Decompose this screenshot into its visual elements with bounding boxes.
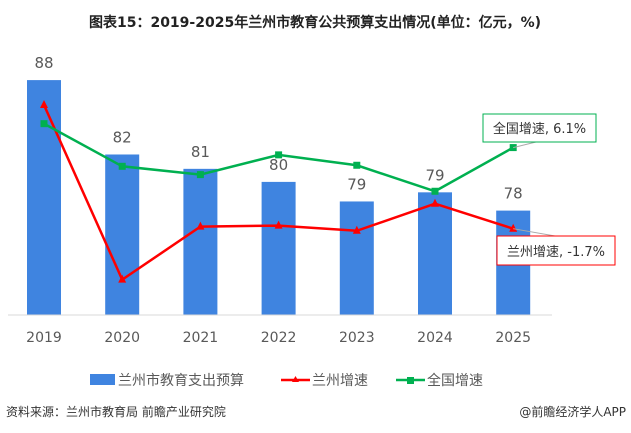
point-兰州增速-2020 xyxy=(118,274,127,283)
bar-label-2023: 79 xyxy=(347,175,366,193)
bar-2021 xyxy=(183,168,218,315)
point-全国增速-2019 xyxy=(40,120,48,128)
point-全国增速-2022 xyxy=(275,151,283,159)
x-tick-2021: 2021 xyxy=(183,330,219,346)
legend-label-national: 全国增速 xyxy=(427,372,483,389)
legend-swatch-budget xyxy=(90,374,115,385)
bar-2020 xyxy=(105,154,140,315)
x-tick-2025: 2025 xyxy=(495,330,531,346)
x-tick-2020: 2020 xyxy=(104,330,140,346)
x-tick-2019: 2019 xyxy=(26,330,62,346)
bar-label-2021: 81 xyxy=(191,143,210,161)
bar-2024 xyxy=(418,192,452,315)
point-兰州增速-2019 xyxy=(40,99,48,108)
x-tick-2022: 2022 xyxy=(261,330,297,346)
point-兰州增速-2024 xyxy=(431,198,439,207)
credit: @前瞻经济学人APP xyxy=(519,404,626,419)
bar-2023 xyxy=(339,201,374,315)
source-note: 资料来源：兰州市教育局 前瞻产业研究院 xyxy=(6,404,226,419)
legend: 兰州市教育支出预算 兰州增速 全国增速 xyxy=(90,372,483,389)
annotation-box-national xyxy=(482,113,597,143)
bar-2019 xyxy=(27,80,61,315)
legend-marker-national xyxy=(407,377,414,384)
legend-marker-lanzhou xyxy=(292,376,299,382)
annotation-leader-lanzhou xyxy=(513,228,556,237)
point-兰州增速-2025 xyxy=(509,223,518,232)
point-全国增速-2021 xyxy=(196,171,204,179)
point-全国增速-2020 xyxy=(118,162,126,170)
bar-label-2024: 79 xyxy=(425,166,444,184)
point-兰州增速-2022 xyxy=(274,220,283,229)
x-tick-2024: 2024 xyxy=(417,330,453,346)
point-兰州增速-2021 xyxy=(196,221,205,230)
legend-label-lanzhou: 兰州增速 xyxy=(312,373,368,389)
bar-2022 xyxy=(261,181,296,315)
plot-area: 88 82 81 80 79 79 78 2019 2020 2021 2022 2023 2024 20… xyxy=(8,54,616,346)
bar-label-2025: 78 xyxy=(504,185,523,203)
point-全国增速-2024 xyxy=(431,187,439,195)
legend-label-budget: 兰州市教育支出预算 xyxy=(118,372,244,389)
annotation-box-lanzhou xyxy=(496,235,616,266)
chart-title: 图表15：2019-2025年兰州市教育公共预算支出情况(单位：亿元，%) xyxy=(89,14,541,31)
point-兰州增速-2023 xyxy=(352,225,361,234)
bar-label-2020: 82 xyxy=(113,128,132,146)
annotation-national: 全国增速, 6.1% xyxy=(493,121,586,137)
bar-label-2019: 88 xyxy=(34,54,53,72)
x-tick-2023: 2023 xyxy=(339,330,375,346)
annotation-lanzhou: 兰州增速, -1.7% xyxy=(507,245,605,260)
bar-label-2022: 80 xyxy=(269,156,288,174)
point-全国增速-2023 xyxy=(353,161,361,169)
